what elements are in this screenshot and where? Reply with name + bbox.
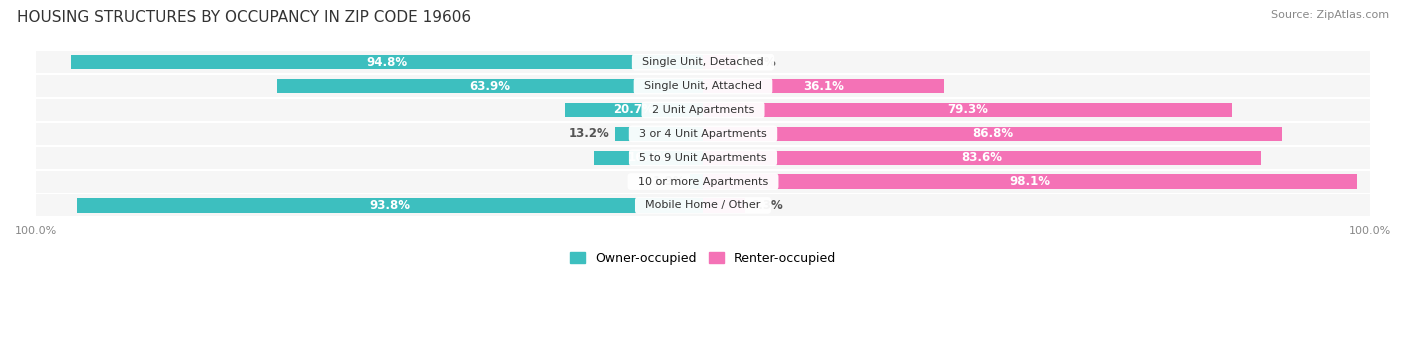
Text: 98.1%: 98.1% [1010,175,1050,188]
Bar [703,174,1357,189]
Text: Mobile Home / Other: Mobile Home / Other [638,201,768,210]
Text: 79.3%: 79.3% [948,103,988,117]
Bar [37,194,1369,217]
Bar [77,198,703,212]
Text: Single Unit, Detached: Single Unit, Detached [636,57,770,67]
Text: 2 Unit Apartments: 2 Unit Apartments [645,105,761,115]
Bar [70,55,703,69]
Bar [37,147,1369,169]
Bar [565,103,703,117]
Text: HOUSING STRUCTURES BY OCCUPANCY IN ZIP CODE 19606: HOUSING STRUCTURES BY OCCUPANCY IN ZIP C… [17,10,471,25]
Bar [703,150,1261,165]
Text: 6.3%: 6.3% [751,199,783,212]
Bar [703,55,738,69]
Text: 10 or more Apartments: 10 or more Apartments [631,177,775,187]
Bar [37,123,1369,145]
Bar [37,75,1369,97]
Bar [703,79,943,93]
Bar [614,127,703,141]
Text: 5 to 9 Unit Apartments: 5 to 9 Unit Apartments [633,153,773,163]
Bar [703,103,1232,117]
Text: 20.7%: 20.7% [613,103,654,117]
Text: 13.2%: 13.2% [569,127,610,140]
Legend: Owner-occupied, Renter-occupied: Owner-occupied, Renter-occupied [565,247,841,270]
Text: 16.4%: 16.4% [628,151,669,164]
Bar [703,127,1282,141]
Text: Single Unit, Attached: Single Unit, Attached [637,81,769,91]
Text: 86.8%: 86.8% [972,127,1012,140]
Bar [37,51,1369,73]
Text: 93.8%: 93.8% [370,199,411,212]
Bar [277,79,703,93]
Bar [37,170,1369,193]
Text: 94.8%: 94.8% [367,56,408,69]
Bar [593,150,703,165]
Bar [703,198,745,212]
Text: 5.2%: 5.2% [742,56,776,69]
Text: Source: ZipAtlas.com: Source: ZipAtlas.com [1271,10,1389,20]
Bar [37,99,1369,121]
Text: 36.1%: 36.1% [803,79,844,93]
Text: 83.6%: 83.6% [962,151,1002,164]
Text: 1.9%: 1.9% [652,175,685,188]
Text: 63.9%: 63.9% [470,79,510,93]
Bar [690,174,703,189]
Text: 3 or 4 Unit Apartments: 3 or 4 Unit Apartments [633,129,773,139]
